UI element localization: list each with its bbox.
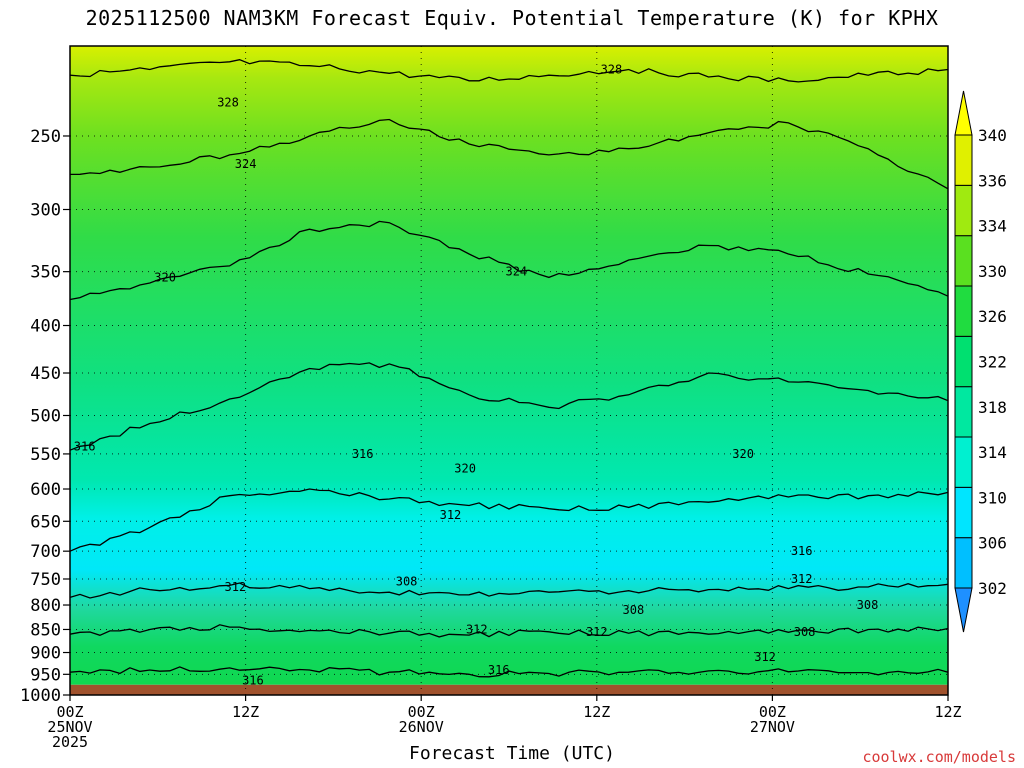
y-tick-label: 850 (30, 620, 61, 640)
contour-label: 312 (225, 580, 247, 594)
contour-line (69, 362, 949, 451)
contour-line (69, 488, 949, 552)
contour-label: 308 (396, 575, 418, 589)
contour-label: 312 (791, 572, 813, 586)
contour-label: 316 (791, 544, 813, 558)
colorbar-segment (954, 235, 973, 287)
colorbar-label: 318 (978, 398, 1007, 417)
y-tick-label: 450 (30, 364, 61, 384)
contour-line (69, 118, 949, 190)
y-tick-label: 950 (30, 665, 61, 685)
contour-label: 328 (217, 95, 239, 109)
x-tick-label: 25NOV (47, 718, 92, 736)
colorbar-segment (954, 386, 973, 438)
x-tick-label: 26NOV (399, 718, 444, 736)
contour-line (69, 582, 949, 599)
contour-label: 320 (454, 461, 476, 475)
contour-label-layer: 328 328 324 324 320 320 320 316 316 316 316 316 312 3… (74, 62, 879, 687)
colorbar-label: 310 (978, 488, 1007, 507)
chart-title: 2025112500 NAM3KM Forecast Equiv. Potent… (85, 6, 939, 30)
plot-frame (69, 45, 949, 696)
contour-label: 328 (601, 62, 623, 76)
contour-label: 312 (586, 625, 608, 639)
y-tick-label: 600 (30, 480, 61, 500)
contour-line (69, 666, 949, 678)
y-tick-label: 700 (30, 542, 61, 562)
contour-label: 308 (794, 625, 816, 639)
source-credit: coolwx.com/models (862, 748, 1016, 766)
colorbar-segment (954, 436, 973, 488)
x-tick-label: 00Z (408, 703, 435, 721)
colorbar-layer: 302 306 310 314 318 322 326 330 334 336 340 (954, 90, 1007, 633)
contour-label: 308 (857, 598, 879, 612)
contour-layer (69, 59, 949, 678)
y-tick-label: 750 (30, 570, 61, 590)
colorbar-segment (954, 335, 973, 388)
contour-label: 316 (488, 663, 510, 677)
contour-label: 324 (235, 157, 257, 171)
colorbar-segment (954, 184, 973, 237)
colorbar-label: 302 (978, 579, 1007, 598)
contour-label: 312 (754, 650, 776, 664)
colorbar-label: 306 (978, 534, 1007, 553)
x-tick-label: 12Z (232, 703, 259, 721)
contour-label: 316 (242, 674, 264, 688)
colorbar-label: 314 (978, 443, 1007, 462)
y-tick-label: 650 (30, 512, 61, 532)
colorbar-segment (954, 285, 973, 337)
x-tick-label: 12Z (934, 703, 961, 721)
axis-layer: 250 300 350 400 450 500 550 600 650 700 750 800 850 9… (20, 45, 962, 751)
colorbar-label: 330 (978, 262, 1007, 281)
x-tick-label: 00Z (56, 703, 83, 721)
y-tick-label: 250 (30, 127, 61, 147)
colorbar-tip-high (954, 90, 973, 136)
contour-label: 316 (74, 440, 96, 454)
x-tick-label: 2025 (52, 733, 88, 751)
y-tick-label: 1000 (20, 686, 61, 706)
contour-line (69, 624, 949, 638)
x-tick-label: 27NOV (750, 718, 795, 736)
y-tick-label: 500 (30, 406, 61, 426)
colorbar-segment (954, 134, 973, 186)
x-axis-label: Forecast Time (UTC) (409, 743, 615, 764)
contour-label: 312 (440, 508, 462, 522)
y-tick-label: 550 (30, 445, 61, 465)
colorbar-segment (954, 486, 973, 539)
contour-label: 320 (732, 447, 754, 461)
contour-label: 312 (466, 622, 488, 636)
below-ground (70, 684, 948, 695)
colorbar-segment (954, 537, 973, 589)
x-tick-label: 00Z (759, 703, 786, 721)
contour-label: 316 (352, 447, 374, 461)
y-tick-label: 350 (30, 263, 61, 283)
field-area (70, 46, 948, 685)
colorbar-label: 326 (978, 307, 1007, 326)
colorbar-label: 340 (978, 126, 1007, 145)
contour-label: 324 (505, 265, 527, 279)
contour-line (69, 59, 949, 83)
contour-label: 320 (154, 270, 176, 284)
contour-line (69, 220, 949, 301)
colorbar-label: 336 (978, 171, 1007, 190)
colorbar-tip-low (954, 587, 973, 633)
y-tick-label: 800 (30, 596, 61, 616)
colorbar-label: 334 (978, 217, 1007, 236)
y-tick-label: 900 (30, 644, 61, 664)
contour-label: 308 (623, 603, 645, 617)
x-tick-label: 12Z (583, 703, 610, 721)
y-tick-label: 300 (30, 201, 61, 221)
colorbar-label: 322 (978, 353, 1007, 372)
y-tick-label: 400 (30, 317, 61, 337)
field-layer (70, 46, 948, 695)
